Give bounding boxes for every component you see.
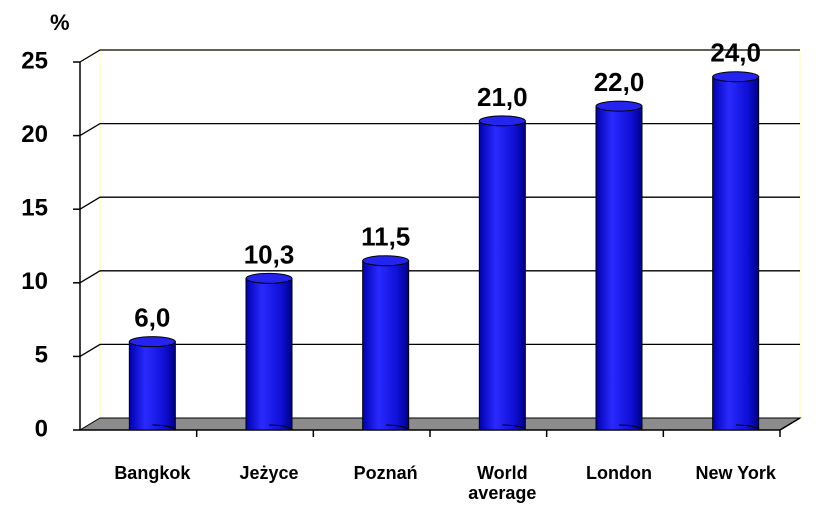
value-label: 21,0 [477,82,528,112]
bar-top [478,115,526,127]
grid-line [79,343,800,357]
bar-base [478,424,526,436]
grid-line [79,270,800,284]
y-tick-label: 5 [35,342,48,369]
bar-base [245,424,293,436]
y-tick-label: 20 [21,121,48,148]
y-tick-label: 25 [21,47,48,74]
bar [595,105,643,431]
back-wall [99,49,801,419]
y-axis-label: % [50,10,70,35]
bar-top [128,336,176,348]
bar-top [362,255,410,267]
x-tick-label: London [586,463,652,483]
x-tick-label: World average [468,463,537,503]
x-tick-label: Jeżyce [239,463,299,483]
floor [78,417,802,431]
grid-line [79,196,800,210]
bar-base [362,424,410,436]
bar [478,120,526,431]
value-label: 24,0 [710,38,761,68]
x-tick-label: New York [695,463,776,483]
bar-base [712,424,760,436]
y-tick-label: 15 [21,195,48,222]
x-tick-label: Poznań [353,463,418,483]
bar [128,341,176,431]
bar-top [712,71,760,83]
bar [712,76,760,431]
y-tick-label: 10 [21,268,48,295]
value-label: 6,0 [134,303,170,333]
value-label: 11,5 [361,222,410,252]
value-label: 22,0 [594,67,645,97]
bar [362,260,410,431]
y-tick-label: 0 [35,415,48,442]
bar-top [245,272,293,284]
bar-base [595,424,643,436]
bar-base [128,424,176,436]
x-tick-label: Bangkok [114,463,191,483]
bar [245,277,293,431]
bar-top [595,100,643,112]
grid-line [79,122,800,137]
value-label: 10,3 [244,239,295,269]
grid-line [79,49,800,63]
